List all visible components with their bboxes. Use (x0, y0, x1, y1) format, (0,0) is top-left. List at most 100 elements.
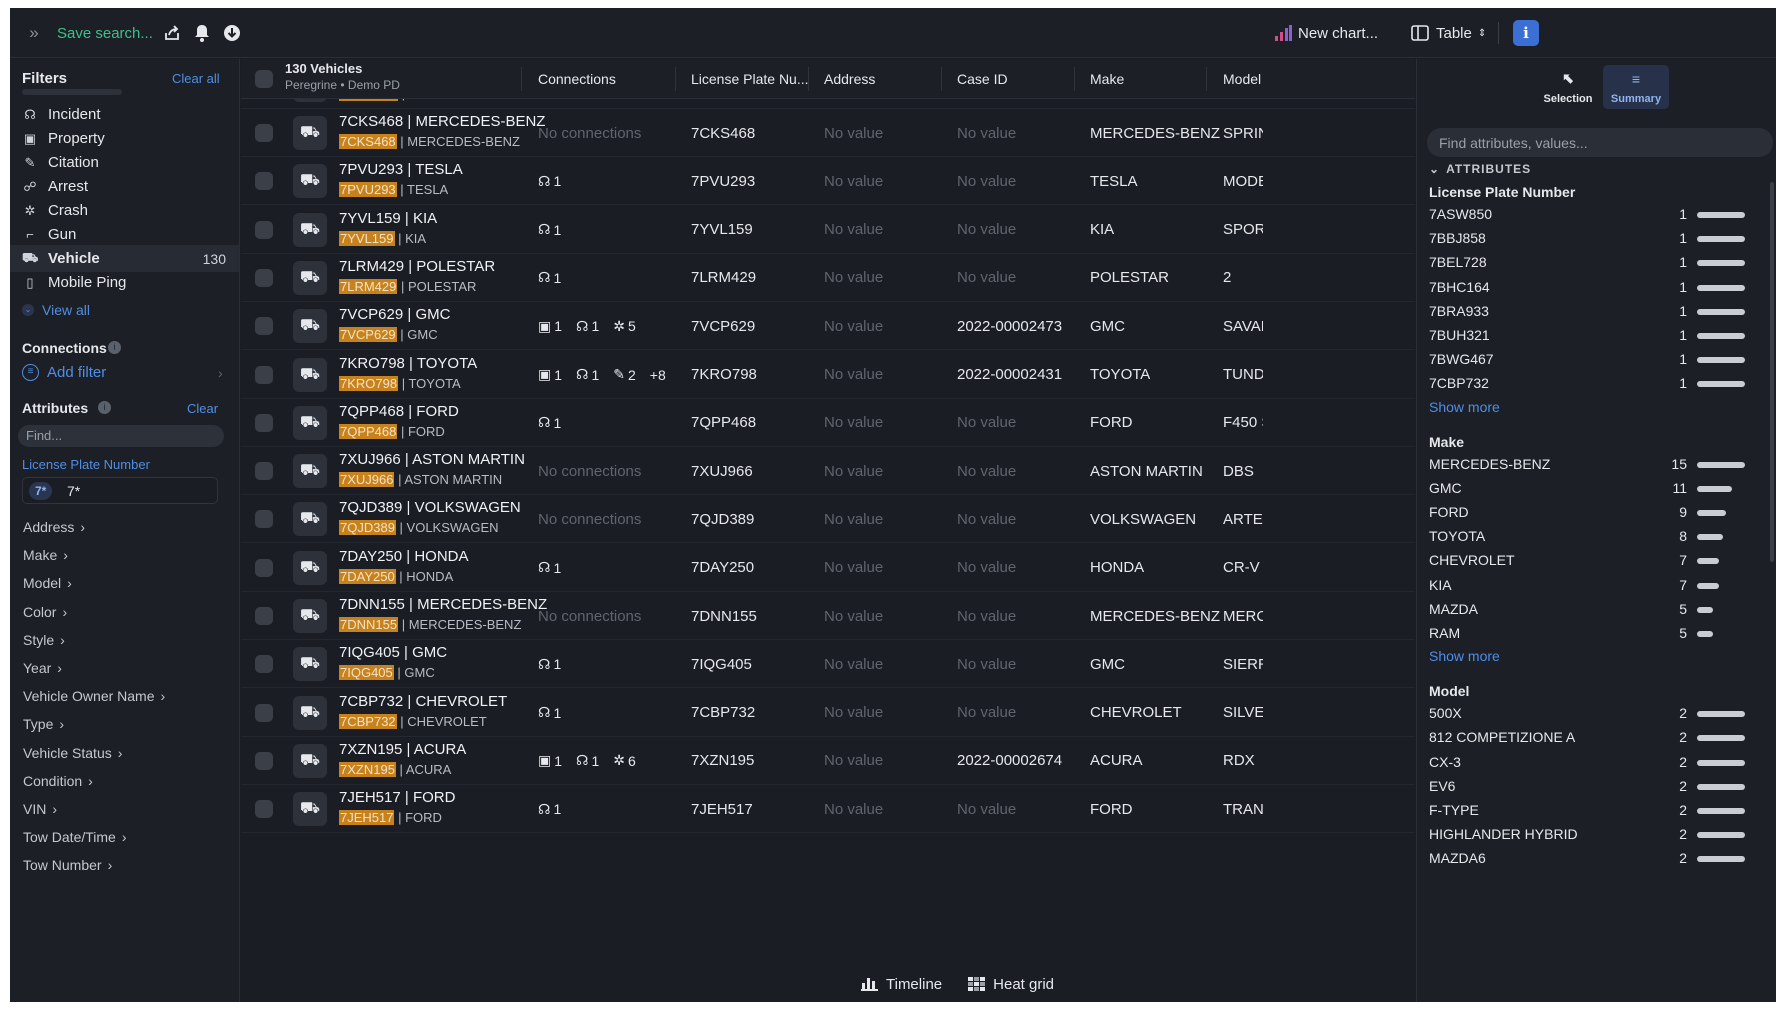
attribute-value-row[interactable]: 7CBP732 1 (1429, 372, 1759, 396)
record-title[interactable]: 7CKS468 | MERCEDES-BENZ (339, 113, 546, 130)
attribute-value-row[interactable]: MAZDA6 2 (1429, 847, 1759, 871)
connections-cell[interactable]: No connections (538, 447, 641, 495)
view-mode-select[interactable]: Table ⇕ (1436, 24, 1487, 42)
table-row[interactable]: ⛟ 7XZN195 | ACURA 7XZN195 | ACURA ▣ 1 ☊ 1 ✲ 6 7XZ… (241, 737, 1415, 785)
column-divider[interactable] (521, 67, 522, 91)
attribute-value-row[interactable]: KIA 7 (1429, 574, 1759, 598)
row-checkbox[interactable] (255, 124, 273, 142)
attribute-filter-make[interactable]: Make › (23, 547, 68, 563)
view-all-link[interactable]: ⌄ View all (22, 302, 90, 318)
tab-selection[interactable]: ⬉ Selection (1543, 70, 1593, 105)
attribute-value-row[interactable]: 500X 2 (1429, 702, 1759, 726)
table-row[interactable]: ⛟ 7YVL159 | KIA 7YVL159 | KIA ☊ 1 7YVL159 No v… (241, 206, 1415, 254)
new-chart-button[interactable]: New chart... (1298, 24, 1379, 42)
attribute-filter-vin[interactable]: VIN › (23, 801, 57, 817)
attribute-filter-color[interactable]: Color › (23, 604, 67, 620)
connection-badge[interactable]: ▣ 1 (538, 318, 562, 335)
record-title[interactable]: 7QPP468 | FORD (339, 402, 459, 420)
record-title[interactable]: 7QJD389 | VOLKSWAGEN (339, 499, 521, 517)
sidebar-item-arrest[interactable]: ☍ Arrest (10, 173, 239, 200)
table-row[interactable]: ⛟ 7PVU293 | TESLA 7PVU293 | TESLA ☊ 1 7PVU293… (241, 157, 1415, 206)
connection-badge[interactable]: ☊1 (576, 366, 599, 383)
table-row[interactable]: ⛟ 7LRM429 | POLESTAR 7LRM429 | POLESTAR ☊ 1 7… (241, 254, 1415, 302)
attribute-value-row[interactable]: 7BWG467 1 (1429, 348, 1759, 372)
column-header-license-plate[interactable]: License Plate Nu... (691, 71, 809, 87)
connection-badge[interactable]: ☊1 (538, 414, 561, 431)
connections-cell[interactable]: ▣ 1 ☊ 1 ✲ 5 (538, 302, 636, 350)
download-icon[interactable] (220, 21, 244, 45)
lpn-filter-chip[interactable]: 7* (29, 482, 53, 500)
row-checkbox[interactable] (255, 413, 273, 432)
attribute-filter-vehicle-owner-name[interactable]: Vehicle Owner Name › (23, 688, 165, 704)
row-checkbox[interactable] (255, 365, 273, 384)
attribute-value-row[interactable]: 7BUH321 1 (1429, 324, 1759, 348)
record-title[interactable]: 7KRO798 | TOYOTA (339, 354, 478, 372)
table-row[interactable]: ⛟ 7IQG405 | GMC 7IQG405 | GMC ☊ 1 7IQG405 No v… (241, 640, 1415, 689)
attribute-value-row[interactable]: EV6 2 (1429, 775, 1759, 799)
column-header-connections[interactable]: Connections (538, 71, 616, 87)
timeline-button[interactable]: Timeline (861, 976, 942, 993)
clear-all-link[interactable]: Clear all (172, 71, 220, 86)
attribute-value-row[interactable]: HIGHLANDER HYBRID 2 (1429, 823, 1759, 847)
row-checkbox[interactable] (255, 510, 273, 529)
connection-badge[interactable]: ☊1 (538, 173, 561, 190)
attribute-value-row[interactable]: 7BRA933 1 (1429, 300, 1759, 324)
record-title[interactable]: 7VCP629 | GMC (339, 306, 451, 324)
sidebar-item-crash[interactable]: ✲ Crash (10, 197, 239, 224)
row-checkbox[interactable] (255, 220, 273, 239)
record-title[interactable]: 7LRM429 | POLESTAR (339, 257, 496, 275)
attribute-filter-condition[interactable]: Condition › (23, 773, 93, 789)
attribute-filter-year[interactable]: Year › (23, 660, 62, 676)
connections-cell[interactable]: ☊1 (538, 689, 561, 737)
attribute-value-row[interactable]: 812 COMPETIZIONE A 2 (1429, 726, 1759, 750)
row-checkbox[interactable] (255, 800, 273, 819)
attribute-value-row[interactable]: RAM 5 (1429, 622, 1759, 646)
connection-badge[interactable]: ☊1 (538, 221, 561, 238)
table-row[interactable]: ⛟ 7QJD389 | VOLKSWAGEN 7QJD389 | VOLKSWAGE… (241, 495, 1415, 544)
sidebar-item-citation[interactable]: ✎ Citation (10, 149, 239, 176)
sidebar-item-mobile-ping[interactable]: ▯ Mobile Ping (10, 269, 239, 296)
attribute-value-row[interactable]: F-TYPE 2 (1429, 799, 1759, 823)
connection-badge[interactable]: ☊1 (576, 752, 599, 769)
table-row[interactable]: ⛟ 7DNN155 | MERCEDES-BENZ 7DNN155 | MERCED… (241, 592, 1415, 640)
connection-badge[interactable]: ☊1 (538, 656, 561, 673)
lpn-filter-input[interactable]: 7* 7* (22, 477, 218, 504)
table-row[interactable]: ⛟ 7QPP468 | FORD 7QPP468 | FORD ☊ 1 7QPP468 No… (241, 399, 1415, 447)
panel-scrollbar[interactable] (1770, 182, 1774, 562)
row-checkbox[interactable] (255, 607, 273, 625)
save-search-button[interactable]: Save search... (57, 24, 153, 42)
attributes-section-header[interactable]: ⌄ ATTRIBUTES (1429, 162, 1532, 176)
connection-badge[interactable]: ✲ 6 (613, 752, 636, 769)
connections-cell[interactable]: ▣ 1 ☊ 1 ✎ 2 +8 (538, 351, 666, 399)
sidebar-item-gun[interactable]: ⌐ Gun (10, 221, 239, 248)
record-title[interactable]: 7PVU293 | TESLA (339, 161, 463, 179)
record-title[interactable]: 7XUJ966 | ASTON MARTIN (339, 451, 525, 469)
connection-badge[interactable]: ☊1 (538, 559, 561, 576)
attribute-value-row[interactable]: MERCEDES-BENZ 15 (1429, 453, 1759, 477)
tab-summary[interactable]: ≡ Summary (1603, 65, 1669, 109)
record-title[interactable]: 7DAY250 | HONDA (339, 547, 469, 565)
table-row[interactable]: ⛟ 7XUJ966 | ASTON MARTIN 7XUJ966 | ASTON M… (241, 447, 1415, 496)
help-icon[interactable]: i (98, 401, 111, 414)
attribute-value-row[interactable]: 7BBJ858 1 (1429, 227, 1759, 251)
sidebar-item-property[interactable]: ▣ Property (10, 125, 239, 152)
connection-badge[interactable]: ☊1 (576, 318, 599, 335)
show-more-link[interactable]: Show more (1429, 648, 1500, 665)
connections-cell[interactable]: ☊1 (538, 640, 561, 688)
attribute-value-row[interactable]: CX-3 2 (1429, 751, 1759, 775)
table-row[interactable]: ⛟ 7JEH517 | FORD 7JEH517 | FORD ☊ 1 7JEH517 No… (241, 785, 1415, 834)
record-title[interactable]: 7DNN155 | MERCEDES-BENZ (339, 596, 548, 613)
connection-badge[interactable]: ☊1 (538, 269, 561, 286)
attribute-find-input[interactable]: Find... (18, 425, 224, 447)
column-divider[interactable] (675, 67, 676, 91)
attribute-filter-vehicle-status[interactable]: Vehicle Status › (23, 745, 122, 761)
attribute-filter-type[interactable]: Type › (23, 716, 64, 732)
sidebar-item-incident[interactable]: ☊ Incident (10, 101, 239, 128)
attribute-value-row[interactable]: 7ASW850 1 (1429, 203, 1759, 227)
row-checkbox[interactable] (255, 703, 273, 722)
attribute-value-row[interactable]: GMC 11 (1429, 477, 1759, 501)
attribute-search-input[interactable]: Find attributes, values... (1427, 128, 1773, 157)
attribute-value-row[interactable]: CHEVROLET 7 (1429, 549, 1759, 573)
row-checkbox[interactable] (255, 268, 273, 287)
expand-sidebar-icon[interactable]: » (29, 23, 39, 42)
